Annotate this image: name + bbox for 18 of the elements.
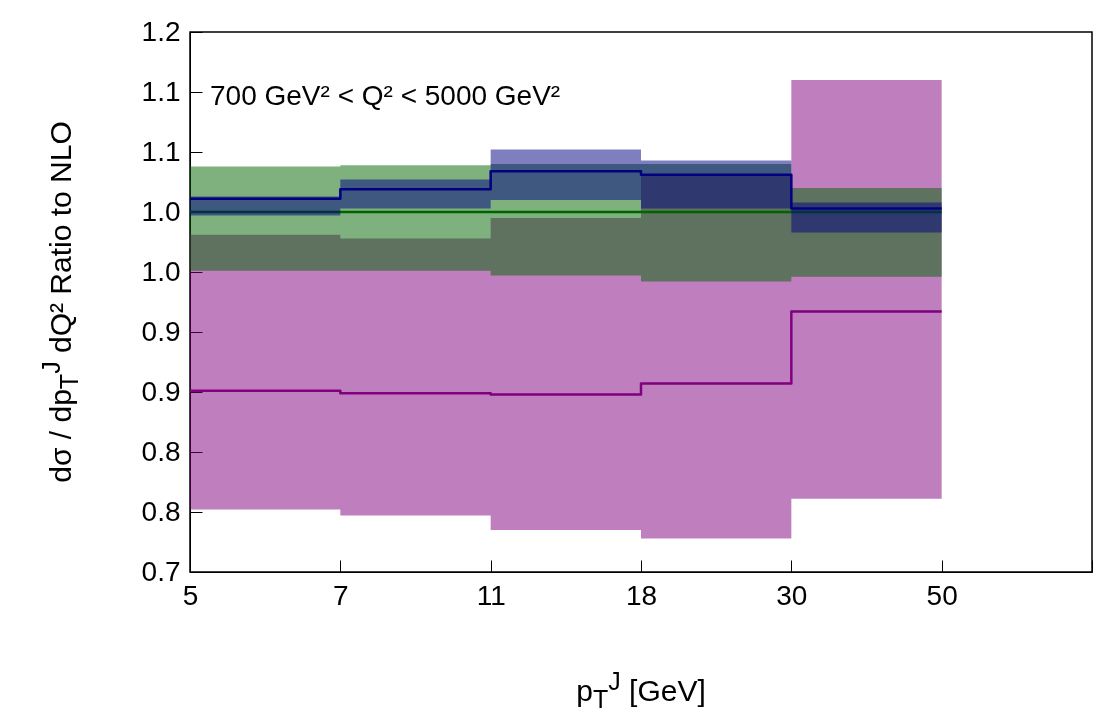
y-tick-label: 1.0 bbox=[141, 195, 181, 227]
y-tick-label: 1.0 bbox=[141, 255, 181, 287]
y-tick-label: 0.8 bbox=[141, 495, 181, 527]
x-tick-label: 7 bbox=[333, 579, 349, 611]
y-tick-label: 0.9 bbox=[141, 315, 181, 347]
x-tick-label: 50 bbox=[926, 579, 958, 611]
y-tick-label: 0.8 bbox=[141, 435, 181, 467]
x-tick-label: 18 bbox=[625, 579, 658, 611]
x-tick-label: 5 bbox=[182, 579, 199, 611]
y-tick-label: 1.1 bbox=[141, 135, 181, 167]
x-tick-label: 11 bbox=[476, 579, 506, 611]
y-tick-label: 1.1 bbox=[141, 75, 181, 107]
y-tick-label: 0.9 bbox=[141, 375, 181, 407]
y-tick-label: 0.7 bbox=[141, 555, 181, 587]
y-tick-label: 1.2 bbox=[141, 15, 181, 47]
annotation: 700 GeV² < Q² < 5000 GeV² bbox=[210, 80, 561, 111]
x-tick-label: 30 bbox=[776, 579, 808, 611]
x-axis-title: p$_{T}$$^{J}$ [GeV] bbox=[576, 666, 706, 712]
